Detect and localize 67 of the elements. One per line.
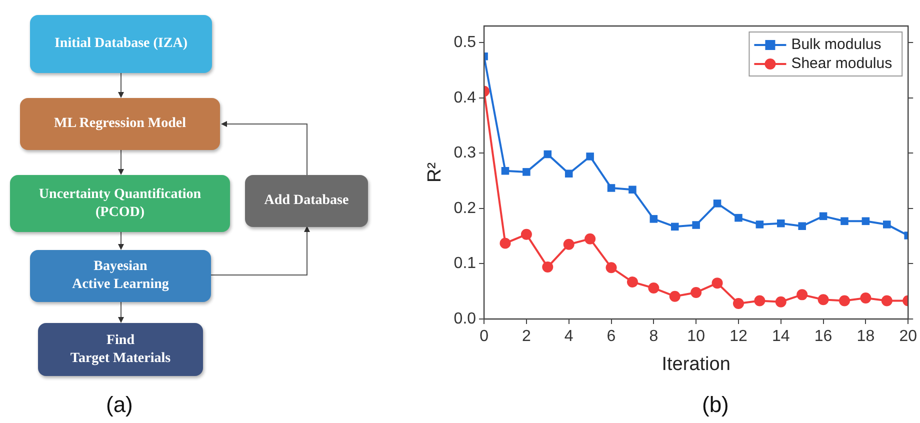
- point: [754, 295, 766, 306]
- point: [796, 289, 808, 300]
- y-tick-label: 0.4: [454, 89, 476, 106]
- point: [670, 222, 679, 231]
- point: [628, 186, 636, 194]
- x-tick-label: 20: [899, 328, 918, 346]
- point: [881, 295, 892, 306]
- point: [798, 222, 806, 230]
- x-tick-label: 12: [730, 328, 748, 346]
- x-tick-label: 14: [772, 328, 790, 346]
- point: [712, 278, 723, 289]
- text: ML Regression Model: [20, 98, 220, 150]
- point: [818, 294, 829, 306]
- x-tick-label: 16: [814, 328, 832, 346]
- text: (a): [106, 392, 133, 418]
- point: [650, 215, 658, 223]
- x-tick-label: 2: [522, 328, 531, 346]
- x-tick-label: 10: [687, 328, 706, 346]
- x-tick-label: 8: [649, 328, 658, 346]
- point: [544, 150, 552, 158]
- point: [690, 286, 702, 298]
- point: [692, 221, 700, 229]
- point: [584, 233, 596, 244]
- point: [860, 292, 872, 304]
- point: [775, 296, 786, 308]
- point: [756, 220, 764, 228]
- legend-label: Bulk modulus: [791, 36, 882, 54]
- text: (b): [702, 392, 729, 418]
- x-tick-label: 4: [564, 328, 574, 346]
- y-tick-label: 0.5: [454, 34, 476, 51]
- legend-label: Shear modulus: [791, 55, 892, 72]
- point: [586, 152, 594, 160]
- point: [607, 184, 616, 192]
- point: [542, 262, 554, 273]
- x-axis-title: Iteration: [662, 354, 730, 375]
- point: [564, 170, 573, 178]
- point: [563, 238, 574, 250]
- text: Initial Database (IZA): [30, 15, 212, 73]
- point: [606, 262, 617, 274]
- point: [520, 228, 532, 240]
- point: [734, 214, 742, 222]
- point: [862, 217, 870, 226]
- y-tick-label: 0.0: [454, 310, 476, 328]
- point: [840, 217, 848, 226]
- point: [713, 200, 722, 208]
- y-axis-title: R²: [424, 162, 446, 183]
- y-tick-label: 0.1: [454, 255, 476, 272]
- text: Bayesian Active Learning: [30, 250, 211, 302]
- point: [501, 166, 510, 175]
- x-tick-label: 6: [606, 328, 616, 346]
- point: [776, 219, 785, 228]
- point: [648, 282, 660, 294]
- y-tick-label: 0.2: [454, 200, 476, 217]
- point: [732, 298, 744, 310]
- point: [522, 168, 530, 176]
- point: [883, 220, 891, 228]
- point: [626, 276, 638, 288]
- x-tick-label: 0: [480, 328, 489, 346]
- text: Find Target Materials: [38, 323, 203, 376]
- x-tick-label: 18: [856, 328, 875, 346]
- text: Uncertainty Quantification (PCOD): [10, 175, 230, 232]
- point: [819, 212, 828, 220]
- text: Add Database: [245, 175, 368, 227]
- point: [669, 290, 680, 302]
- point: [500, 238, 511, 249]
- y-tick-label: 0.3: [454, 144, 476, 162]
- point: [838, 295, 850, 306]
